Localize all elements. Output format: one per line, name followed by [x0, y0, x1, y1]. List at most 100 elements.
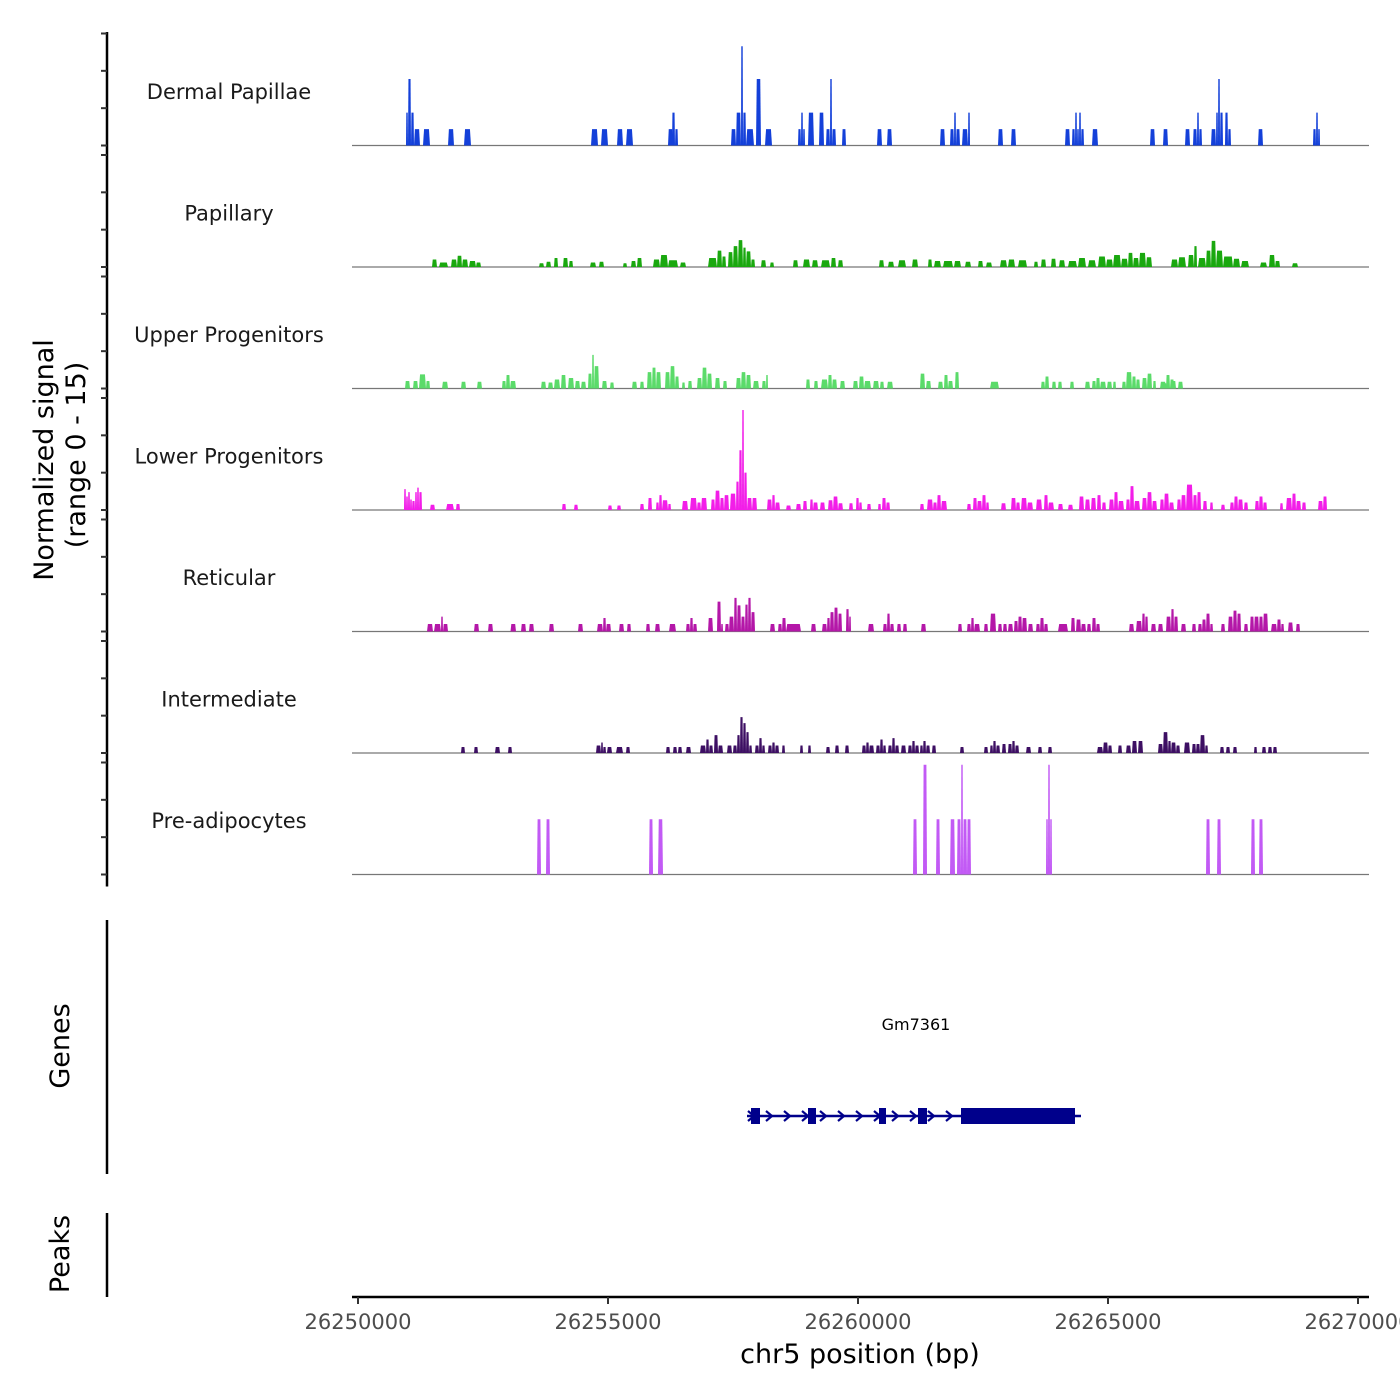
signal-block — [1244, 624, 1248, 632]
signal-block — [926, 745, 930, 753]
signal-block — [772, 742, 775, 753]
signal-block — [743, 112, 746, 146]
signal-block — [670, 366, 675, 389]
signal-block — [1198, 258, 1206, 267]
signal-block — [669, 624, 676, 632]
signal-block — [631, 261, 636, 267]
y-axis-title-line2: (range 0 - 15) — [61, 362, 92, 549]
signal-block — [725, 624, 729, 632]
signal-block — [1210, 624, 1213, 632]
track-upper-progenitors — [405, 354, 1183, 389]
signal-block — [1263, 502, 1267, 510]
track-labels: Dermal Papillae Papillary Upper Progenitor… — [134, 80, 324, 833]
signal-block — [1132, 376, 1136, 389]
signal-block — [961, 764, 963, 875]
signal-block — [1045, 376, 1049, 389]
signal-block — [1168, 741, 1171, 753]
signal-block — [640, 504, 644, 510]
signal-block — [762, 381, 766, 389]
signal-block — [1097, 747, 1103, 753]
signal-block — [892, 738, 895, 753]
strand-arrow-icon — [909, 1110, 918, 1122]
signal-block — [1178, 381, 1183, 389]
signal-block — [1026, 747, 1031, 753]
signal-block — [678, 747, 682, 753]
signal-block — [1145, 616, 1148, 632]
signal-block — [770, 262, 774, 267]
strand-arrow-icon — [927, 1110, 936, 1122]
signal-block — [737, 605, 741, 632]
signal-block — [1034, 261, 1038, 267]
signal-block — [656, 502, 659, 510]
signal-block — [646, 624, 650, 632]
signal-block — [1113, 381, 1116, 389]
signal-block — [1079, 112, 1081, 146]
signal-block — [838, 260, 843, 267]
signal-block — [1138, 741, 1143, 753]
signal-block — [1121, 258, 1128, 267]
signal-block — [1259, 496, 1263, 510]
track-label: Reticular — [183, 566, 276, 590]
signal-block — [596, 745, 601, 753]
signal-block — [984, 747, 988, 753]
signal-block — [1028, 624, 1033, 632]
signal-block — [601, 129, 608, 146]
signal-block — [1097, 495, 1101, 510]
signal-block — [806, 379, 810, 389]
signal-block — [649, 819, 653, 875]
signal-block — [967, 624, 971, 632]
signal-block — [1184, 742, 1190, 753]
signal-block — [734, 597, 737, 632]
signal-block — [876, 745, 880, 753]
signal-block — [1286, 498, 1292, 510]
signal-block — [718, 745, 723, 753]
strand-arrow-icon — [837, 1110, 846, 1122]
signal-block — [554, 258, 558, 267]
signal-block — [751, 259, 755, 267]
signal-block — [1199, 129, 1202, 146]
signal-block — [1021, 498, 1027, 510]
signal-block — [1260, 262, 1267, 267]
signal-block — [690, 498, 697, 510]
signal-block — [937, 495, 941, 510]
signal-block — [1296, 624, 1300, 632]
track-label: Papillary — [184, 202, 273, 226]
signal-block — [1313, 129, 1316, 146]
signal-block — [690, 618, 693, 632]
signal-block — [708, 258, 717, 267]
signal-block — [1059, 260, 1065, 267]
signal-block — [434, 624, 441, 632]
gene-gm7361: Gm7361 — [747, 1015, 1081, 1124]
signal-block — [413, 381, 418, 389]
signal-block — [462, 259, 468, 267]
signal-block — [724, 495, 729, 510]
signal-block — [928, 259, 932, 267]
signal-block — [888, 745, 892, 753]
signal-block — [1216, 250, 1223, 267]
signal-block — [717, 601, 721, 632]
signal-block — [706, 739, 709, 753]
signal-block — [1176, 745, 1180, 753]
signal-block — [707, 373, 712, 389]
signal-block — [943, 261, 953, 267]
signal-tracks — [352, 46, 1369, 876]
signal-block — [877, 129, 882, 146]
signal-block — [417, 487, 419, 510]
signal-block — [1079, 496, 1084, 510]
track-intermediate — [461, 717, 1277, 753]
signal-block — [1058, 381, 1062, 389]
signal-block — [1015, 745, 1019, 753]
signal-block — [944, 375, 948, 389]
strand-arrow-icon — [945, 1110, 954, 1122]
signal-block — [1258, 129, 1263, 146]
signal-block — [883, 624, 887, 632]
signal-block — [912, 741, 915, 753]
signal-block — [898, 260, 906, 267]
signal-block — [1203, 501, 1207, 510]
signal-block — [786, 505, 791, 510]
signal-block — [1126, 499, 1130, 510]
signal-block — [1186, 484, 1193, 510]
signal-block — [744, 472, 747, 510]
signal-block — [880, 381, 884, 389]
signal-block — [950, 129, 954, 146]
